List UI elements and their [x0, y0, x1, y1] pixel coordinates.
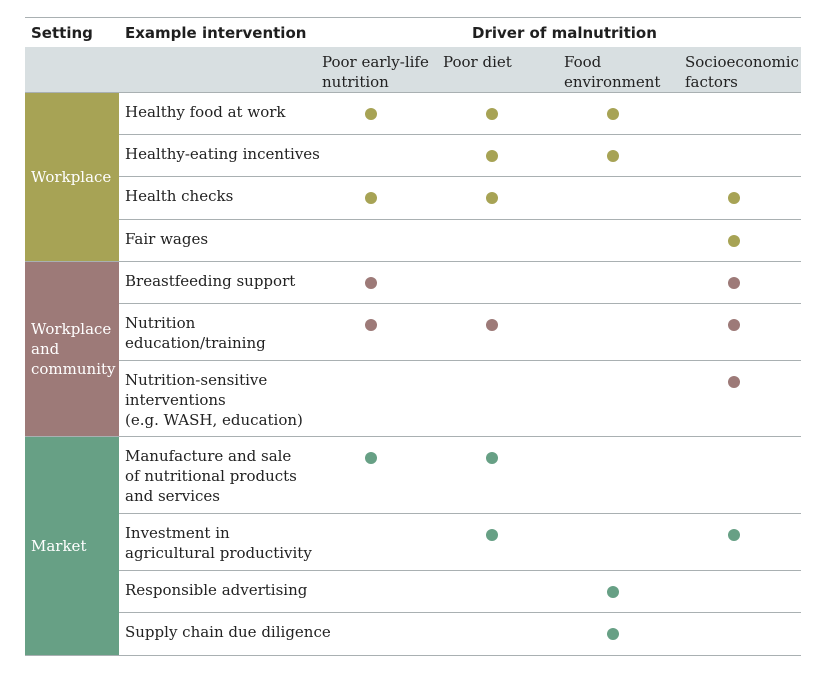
setting-label: Market: [31, 537, 87, 555]
table-row: Nutrition-sensitive interventions (e.g. …: [119, 360, 801, 436]
driver-dot: [728, 277, 740, 289]
row-rule: [119, 513, 801, 514]
driver-dot: [365, 319, 377, 331]
driver-dot: [486, 529, 498, 541]
driver-dot: [486, 150, 498, 162]
driver-dot: [486, 192, 498, 204]
setting-label: Workplace and community: [31, 320, 116, 378]
driver-dot: [365, 277, 377, 289]
intervention-label: Manufacture and sale of nutritional prod…: [125, 447, 297, 505]
intervention-label: Health checks: [125, 187, 234, 205]
header-row: Setting Example intervention Driver of m…: [25, 17, 801, 47]
intervention-label: Nutrition-sensitive interventions (e.g. …: [125, 371, 303, 429]
driver-dot: [607, 628, 619, 640]
setting-cell: Workplace: [25, 92, 119, 261]
table-row: Nutrition education/training: [119, 303, 801, 360]
group-rule: [25, 436, 801, 437]
row-rule: [119, 303, 801, 304]
driver-col-early-life: Poor early-life nutrition: [322, 53, 429, 91]
driver-dot: [728, 376, 740, 388]
intervention-label: Healthy food at work: [125, 103, 286, 121]
driver-dot: [607, 586, 619, 598]
intervention-label: Responsible advertising: [125, 581, 308, 599]
row-rule: [119, 360, 801, 361]
driver-dot: [486, 452, 498, 464]
row-rule: [119, 570, 801, 571]
driver-dot: [728, 192, 740, 204]
driver-dot: [486, 319, 498, 331]
driver-col-poor-diet: Poor diet: [443, 53, 512, 71]
table-row: Health checks: [119, 176, 801, 219]
header-bottom-rule: [25, 92, 801, 93]
group-rule: [25, 655, 801, 656]
setting-cell: Workplace and community: [25, 261, 119, 436]
setting-header: Setting: [31, 24, 93, 42]
driver-dot: [728, 319, 740, 331]
driver-dot: [607, 150, 619, 162]
driver-dot: [728, 529, 740, 541]
row-rule: [119, 134, 801, 135]
setting-label: Workplace: [31, 168, 112, 186]
driver-dot: [486, 108, 498, 120]
intervention-label: Investment in agricultural productivity: [125, 524, 312, 562]
row-rule: [119, 612, 801, 613]
driver-dot: [365, 192, 377, 204]
intervention-label: Supply chain due diligence: [125, 623, 331, 641]
driver-dot: [607, 108, 619, 120]
driver-col-food-environment: Food environment: [564, 53, 661, 91]
driver-col-socioeconomic: Socioeconomic factors: [685, 53, 799, 91]
table-row: Healthy-eating incentives: [119, 134, 801, 176]
table-row: Manufacture and sale of nutritional prod…: [119, 436, 801, 513]
group-rule: [25, 261, 801, 262]
table-row: Investment in agricultural productivity: [119, 513, 801, 570]
intervention-label: Fair wages: [125, 230, 209, 248]
top-rule: [25, 17, 801, 18]
row-rule: [119, 219, 801, 220]
driver-subheader-row: Poor early-life nutrition Poor diet Food…: [25, 47, 801, 92]
table-row: Healthy food at work: [119, 92, 801, 134]
intervention-label: Breastfeeding support: [125, 272, 296, 290]
intervention-label: Nutrition education/training: [125, 314, 266, 352]
table-row: Breastfeeding support: [119, 261, 801, 303]
driver-dot: [365, 108, 377, 120]
intervention-label: Healthy-eating incentives: [125, 145, 320, 163]
setting-cell: Market: [25, 436, 119, 655]
driver-dot: [728, 235, 740, 247]
table-row: Supply chain due diligence: [119, 612, 801, 655]
driver-header: Driver of malnutrition: [472, 24, 657, 42]
table-row: Responsible advertising: [119, 570, 801, 612]
row-rule: [119, 176, 801, 177]
intervention-header: Example intervention: [125, 24, 307, 42]
table-row: Fair wages: [119, 219, 801, 261]
driver-dot: [365, 452, 377, 464]
